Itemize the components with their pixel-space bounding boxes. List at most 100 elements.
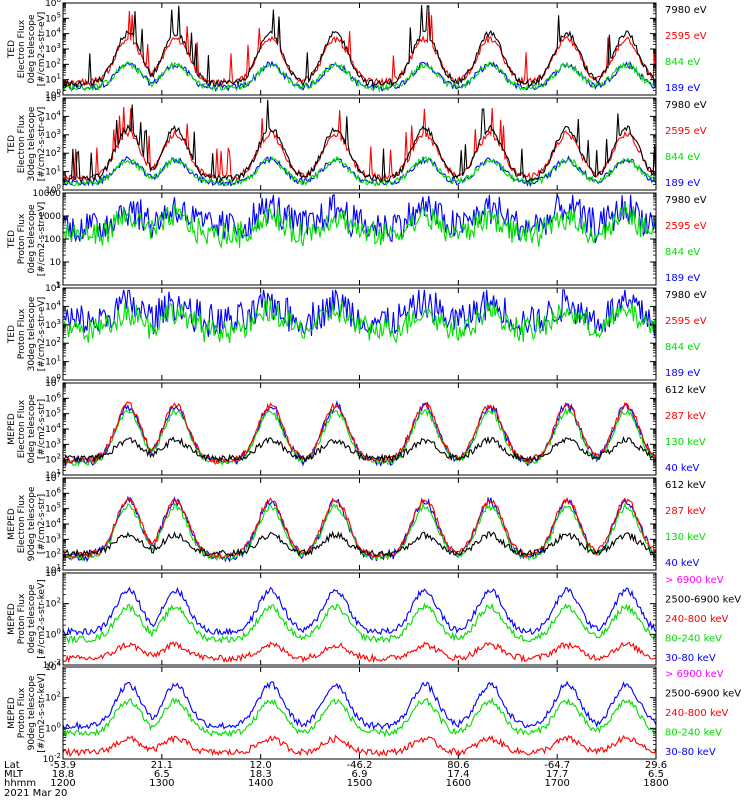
x-tick-6-row-3: 1700 <box>544 778 569 789</box>
panel-4-ytick-4: 103 <box>45 318 61 331</box>
panel-2-channel-4: 189 eV <box>665 178 700 189</box>
x-tick-7-row-3: 1800 <box>643 778 668 789</box>
panel-8-frame <box>62 666 657 760</box>
panel-1-ytick-3: 102 <box>45 57 61 70</box>
x-axis-row-label-1: Lat <box>4 760 20 771</box>
panel-8-channel-4: 80-240 keV <box>665 728 722 739</box>
panel-1-trace-1 <box>62 5 657 88</box>
panel-2-ytick-2: 101 <box>45 165 61 178</box>
panel-1-ytick-6: 105 <box>45 11 61 24</box>
panel-3-trace-3 <box>62 202 657 250</box>
x-tick-4-row-3: 1500 <box>347 778 372 789</box>
panel-5-ytick-5: 105 <box>45 407 61 420</box>
plot-date: 2021 Mar 20 <box>4 788 67 799</box>
panel-2-channel-1: 7980 eV <box>665 100 707 111</box>
panel-6-ytick-1: 101 <box>45 563 61 576</box>
panel-8-ytick-2: 100 <box>45 721 61 734</box>
panel-6-ytick-2: 102 <box>45 548 61 561</box>
panel-5-channel-4: 40 keV <box>665 463 699 474</box>
panel-3-ytick-4: 1000 <box>38 212 61 222</box>
x-tick-5-row-3: 1600 <box>446 778 471 789</box>
panel-6: 101 102 103 104 105 106 107 MEPEDElectron Flux9… <box>7 471 706 576</box>
panel-1-channel-3: 844 eV <box>665 57 700 68</box>
x-tick-7-row-1: 29.6 <box>645 760 667 771</box>
panel-5-frame <box>62 382 657 476</box>
x-tick-7-row-2: 6.5 <box>648 769 664 780</box>
panel-3-channel-3: 844 eV <box>665 247 700 258</box>
panel-3-ylabel: TEDProton Flux0deg telescope[#/cm2-s-str… <box>7 202 47 277</box>
panel-1-ytick-1: 100 <box>45 88 61 101</box>
panel-6-trace-2 <box>62 496 657 559</box>
panel-6-ytick-3: 103 <box>45 532 61 545</box>
x-tick-3-row-2: 18.3 <box>250 769 272 780</box>
panel-2-ytick-1: 100 <box>45 183 61 196</box>
panel-7-channel-2: 2500-6900 keV <box>665 595 741 606</box>
panel-1-ylabel: TEDElectron Flux0deg telescope[#/cm2-s-s… <box>7 12 47 87</box>
panel-2-traces <box>62 99 657 188</box>
panel-5-ytick-4: 104 <box>45 422 61 435</box>
panel-8-ytick-4: 104 <box>45 660 61 673</box>
panel-3-channel-2: 2595 eV <box>665 221 707 232</box>
panel-1: 100 101 102 103 104 105 106 TEDElectron Flux0de… <box>7 0 707 101</box>
panel-3-channel-4: 189 eV <box>665 273 700 284</box>
panel-2-ytick-6: 105 <box>45 91 61 104</box>
panel-3-ytick-2: 10 <box>50 258 62 268</box>
x-axis-row-label-3: hhmm <box>4 778 36 789</box>
panel-3-ytick-3: 100 <box>44 235 61 245</box>
panel-8-channel-2: 2500-6900 keV <box>665 689 741 700</box>
panel-5-ylabel: MEPEDElectron Flux0deg telescope[#/cm2-s… <box>7 394 47 464</box>
panel-5-ytick-2: 102 <box>45 453 61 466</box>
panel-4-trace-3 <box>62 298 657 344</box>
panel-6-traces <box>62 495 657 563</box>
panel-8-channel-5: 30-80 keV <box>665 747 716 758</box>
x-tick-4-row-1: -46.2 <box>347 760 373 771</box>
panel-7-ytick-2: 100 <box>45 627 61 640</box>
panel-5-ytick-6: 106 <box>45 391 61 404</box>
panel-2-ylabel: TEDElectron Flux30deg telescope[#/cm2-s-… <box>7 106 47 181</box>
panel-7-ytick-1: 10-2 <box>43 658 61 671</box>
panel-1-ytick-7: 106 <box>45 0 61 9</box>
x-tick-5-row-2: 17.4 <box>447 769 469 780</box>
x-tick-6-row-1: -64.7 <box>544 760 570 771</box>
panel-4-channel-3: 844 eV <box>665 342 700 353</box>
panel-8-trace-5 <box>62 680 657 731</box>
panel-8-ytick-1: 10-2 <box>43 752 61 765</box>
panel-7-traces <box>62 586 657 664</box>
panel-5-ytick-1: 101 <box>45 468 61 481</box>
panel-3-frame <box>62 192 657 286</box>
panel-6-trace-1 <box>62 530 657 558</box>
panel-1-channel-2: 2595 eV <box>665 31 707 42</box>
panel-2-frame <box>62 97 657 191</box>
panel-5-channel-1: 612 keV <box>665 385 706 396</box>
panel-7-frame <box>62 572 657 666</box>
panel-6-channel-2: 287 keV <box>665 506 706 517</box>
panel-7-channel-5: 30-80 keV <box>665 653 716 664</box>
panel-6-ylabel: MEPEDElectron Flux90deg telescope[#/cm2-… <box>7 486 47 561</box>
panel-2: 100 101 102 103 104 105 TEDElectron Flux30deg … <box>7 91 707 196</box>
panel-1-channel-1: 7980 eV <box>665 5 707 16</box>
panel-2-trace-3 <box>62 155 657 188</box>
panel-4-channel-2: 2595 eV <box>665 316 707 327</box>
panel-6-channel-4: 40 keV <box>665 558 699 569</box>
panel-8-ylabel: MEPEDProton Flux90deg telescope[#/cm2-s-… <box>7 673 47 752</box>
panel-2-ytick-4: 103 <box>45 128 61 141</box>
panel-6-channel-3: 130 keV <box>665 532 706 543</box>
panel-5: 101 102 103 104 105 106 107 MEPEDElectron Flux0… <box>7 376 706 481</box>
panel-4-channel-4: 189 eV <box>665 368 700 379</box>
panel-2-channel-2: 2595 eV <box>665 126 707 137</box>
panel-5-traces <box>62 400 657 468</box>
panel-7-channel-3: 240-800 keV <box>665 614 729 625</box>
x-tick-1-row-2: 18.8 <box>52 769 74 780</box>
panel-4-ylabel: TEDProton Flux30deg telescope[#/cm2-s-st… <box>7 296 47 371</box>
x-tick-6-row-2: 17.7 <box>546 769 568 780</box>
panel-8-ytick-3: 102 <box>45 691 61 704</box>
panel-8-channel-1: > 6900 keV <box>665 669 724 680</box>
panel-6-ytick-4: 104 <box>45 517 61 530</box>
panel-4-ytick-1: 100 <box>45 373 61 386</box>
panel-6-channel-1: 612 keV <box>665 480 706 491</box>
panel-4-ytick-5: 104 <box>45 299 61 312</box>
x-tick-1-row-3: 1200 <box>50 778 75 789</box>
